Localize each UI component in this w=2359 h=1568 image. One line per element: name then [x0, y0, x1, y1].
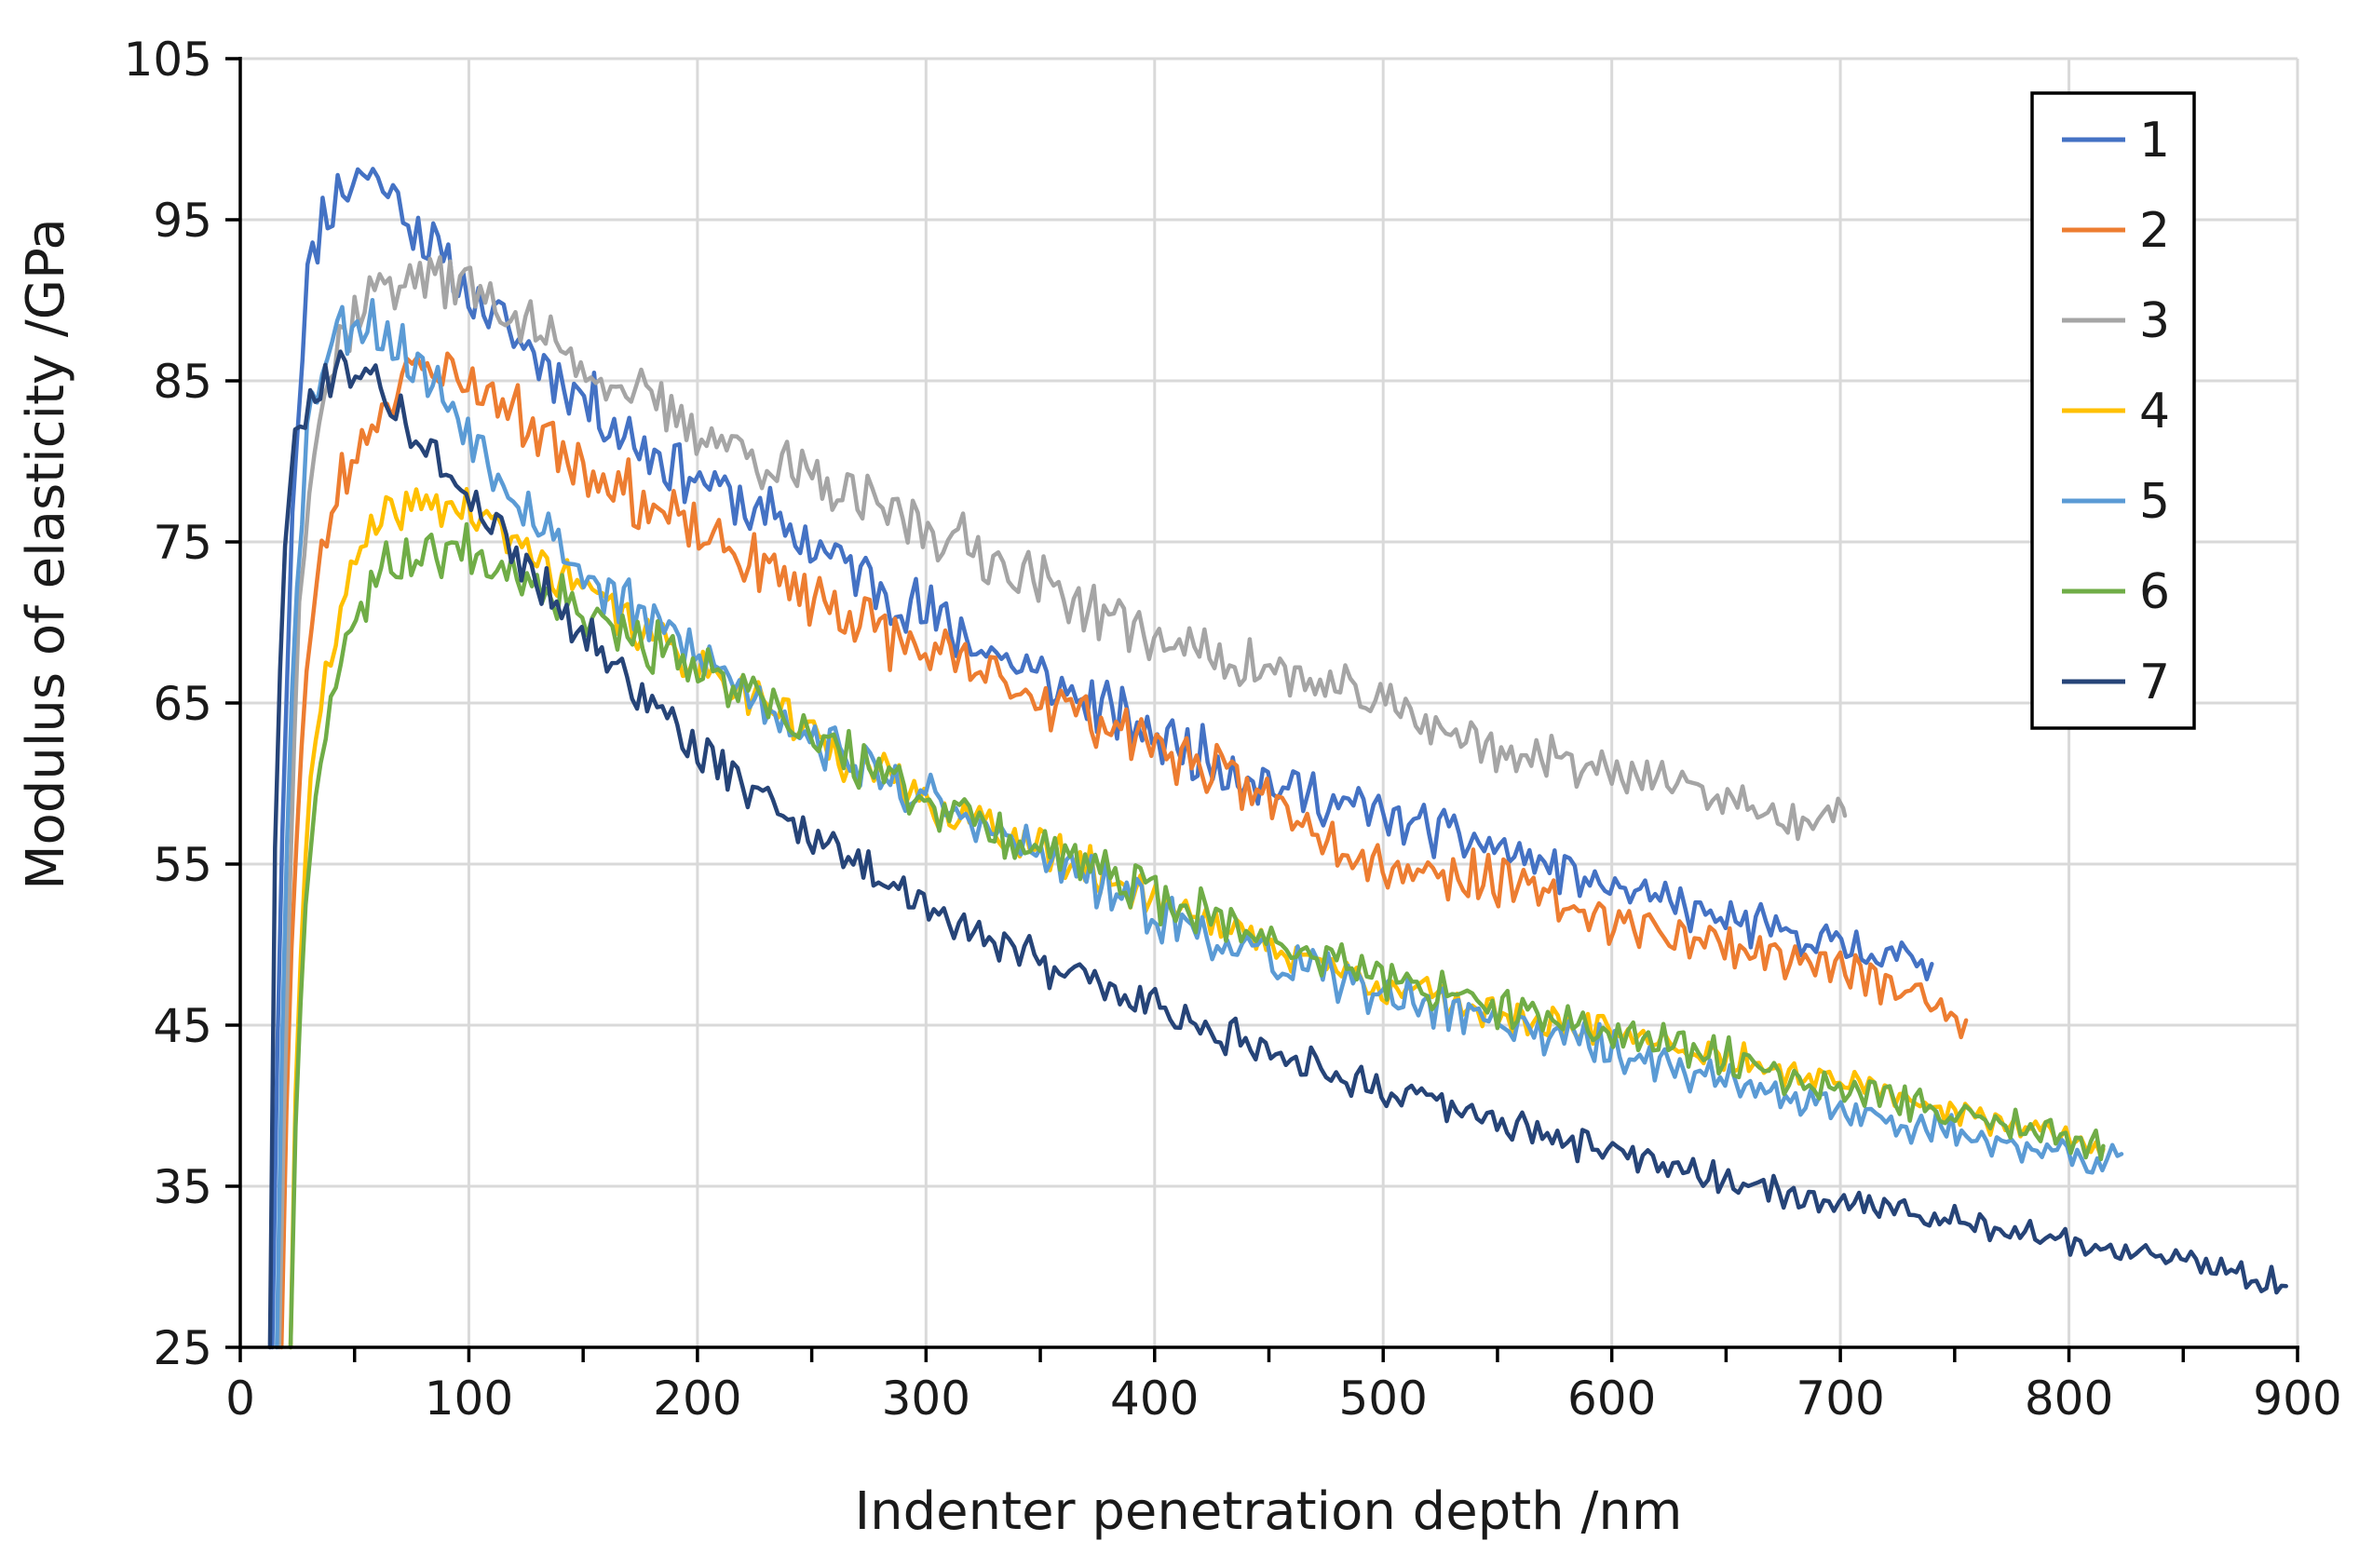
x-tick-label: 900 [2253, 1372, 2341, 1426]
y-tick-label: 45 [153, 999, 212, 1053]
legend-items: 1 2 3 4 5 6 7 [2062, 113, 2170, 710]
axes-layer [225, 57, 2299, 1362]
y-tick-label: 75 [153, 516, 212, 570]
legend: 1 2 3 4 5 6 7 [2030, 91, 2196, 730]
tick-labels: 0 100 200 300 400 500 600 700 800 900253545556575… [124, 33, 2342, 1426]
legend-label-7: 7 [2139, 655, 2170, 710]
x-tick-label: 0 [225, 1372, 255, 1426]
series-line-6 [288, 521, 2106, 1350]
series-line-1 [270, 167, 1934, 1350]
series-line-7 [267, 349, 2288, 1350]
y-axis-title: Modulus of elasticity /GPa [16, 218, 76, 890]
y-tick-label: 105 [124, 33, 212, 87]
y-tick-label: 85 [153, 355, 212, 409]
x-axis-title: Indenter penetration depth /nm [855, 1481, 1683, 1542]
x-tick-label: 100 [425, 1372, 513, 1426]
legend-label-6: 6 [2139, 564, 2170, 620]
series-line-2 [278, 351, 1969, 1350]
x-tick-label: 400 [1110, 1372, 1199, 1426]
legend-label-1: 1 [2139, 113, 2170, 169]
y-tick-label: 95 [153, 194, 212, 248]
x-tick-label: 800 [2025, 1372, 2113, 1426]
x-tick-label: 300 [882, 1372, 970, 1426]
series-layer [267, 167, 2288, 1350]
y-tick-label: 65 [153, 677, 212, 731]
x-tick-label: 200 [653, 1372, 741, 1426]
x-tick-label: 500 [1339, 1372, 1428, 1426]
legend-label-2: 2 [2139, 203, 2170, 259]
x-tick-label: 600 [1567, 1372, 1656, 1426]
y-tick-label: 25 [153, 1321, 212, 1375]
y-tick-label: 35 [153, 1160, 212, 1214]
y-tick-label: 55 [153, 838, 212, 892]
legend-label-5: 5 [2139, 474, 2170, 530]
legend-label-4: 4 [2139, 384, 2170, 439]
series-line-3 [277, 254, 1848, 1350]
series-line-5 [275, 297, 2124, 1350]
legend-label-3: 3 [2139, 293, 2170, 349]
x-tick-label: 700 [1796, 1372, 1884, 1426]
grid-layer [240, 57, 2299, 1347]
